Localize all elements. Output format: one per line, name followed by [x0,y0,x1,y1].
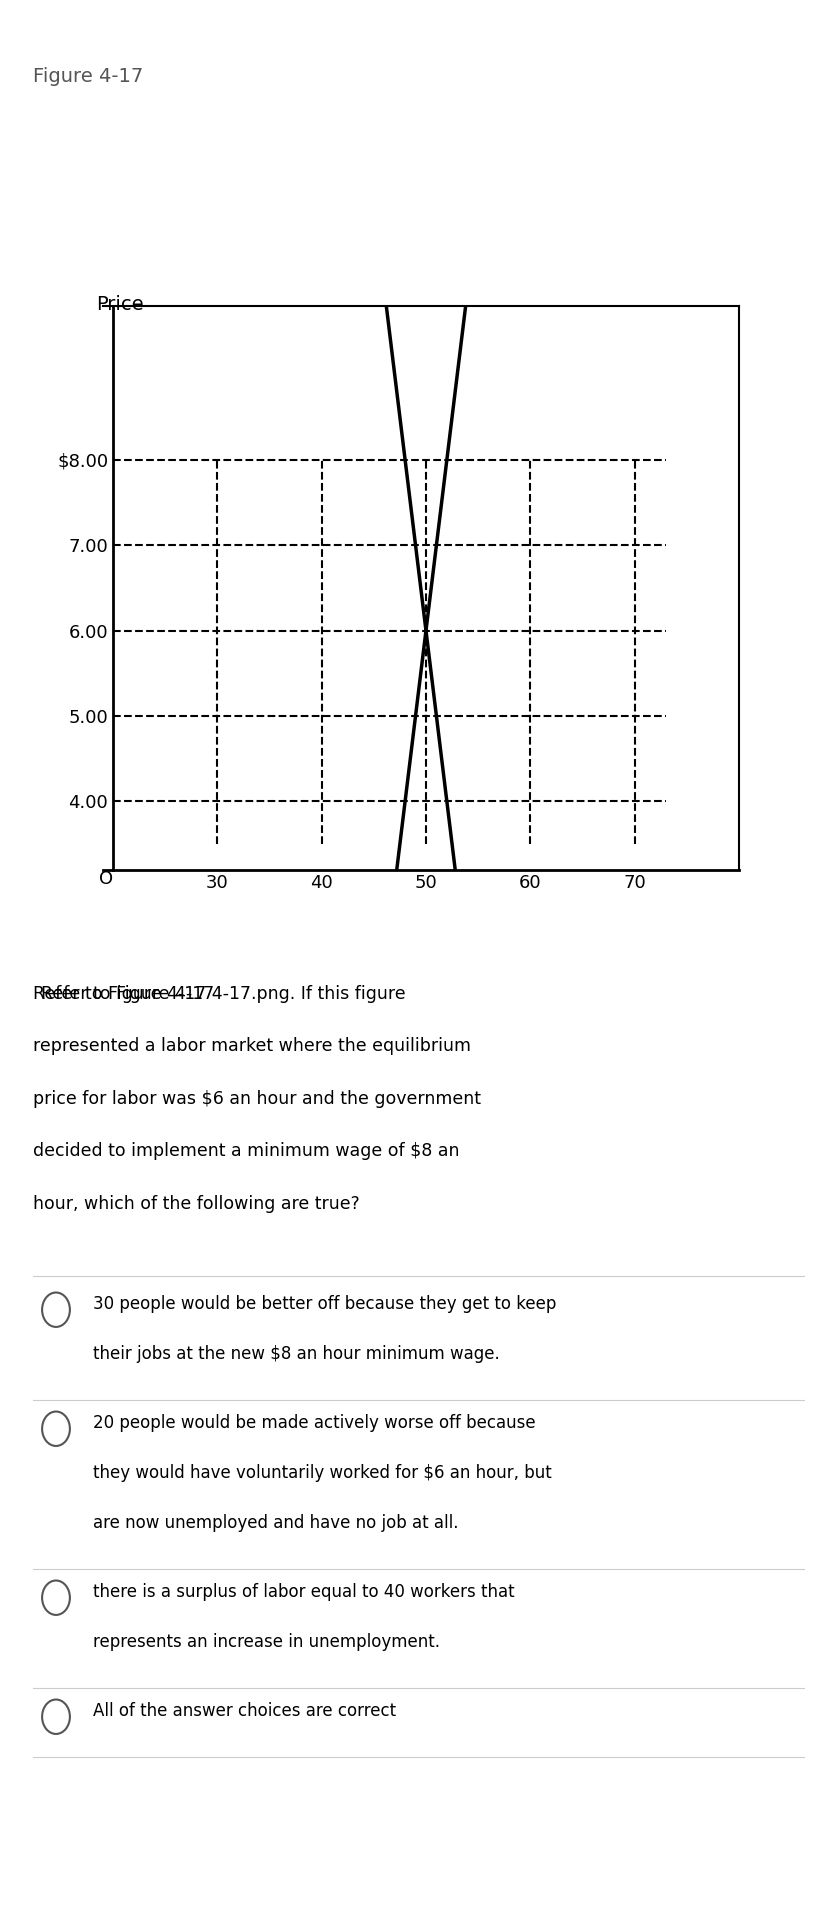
Text: 30 people would be better off because they get to keep: 30 people would be better off because th… [93,1296,557,1314]
Text: represented a labor market where the equilibrium: represented a labor market where the equ… [33,1038,470,1055]
Text: they would have voluntarily worked for $6 an hour, but: they would have voluntarily worked for $… [93,1465,552,1482]
Text: Figure 4-17: Figure 4-17 [33,67,143,86]
Text: decided to implement a minimum wage of $8 an: decided to implement a minimum wage of $… [33,1143,459,1161]
Circle shape [42,1581,70,1616]
Circle shape [42,1293,70,1327]
Circle shape [42,1411,70,1445]
Text: hour, which of the following are true?: hour, which of the following are true? [33,1195,360,1212]
Text: 20 people would be made actively worse off because: 20 people would be made actively worse o… [93,1415,535,1432]
Text: price for labor was $6 an hour and the government: price for labor was $6 an hour and the g… [33,1090,481,1107]
Text: O: O [99,870,113,887]
Circle shape [42,1700,70,1734]
Text: All of the answer choices are correct: All of the answer choices are correct [93,1702,397,1721]
Text: Refer to Figure 4-17: Refer to Figure 4-17 [41,985,220,1002]
Text: are now unemployed and have no job at all.: are now unemployed and have no job at al… [93,1514,459,1532]
Text: there is a surplus of labor equal to 40 workers that: there is a surplus of labor equal to 40 … [93,1583,515,1602]
Text: their jobs at the new $8 an hour minimum wage.: their jobs at the new $8 an hour minimum… [93,1346,500,1363]
Y-axis label: Price: Price [96,294,144,314]
Text: Refer to Figure 4-17 4-17.png. If this figure: Refer to Figure 4-17 4-17.png. If this f… [33,985,406,1002]
Text: represents an increase in unemployment.: represents an increase in unemployment. [93,1633,440,1652]
